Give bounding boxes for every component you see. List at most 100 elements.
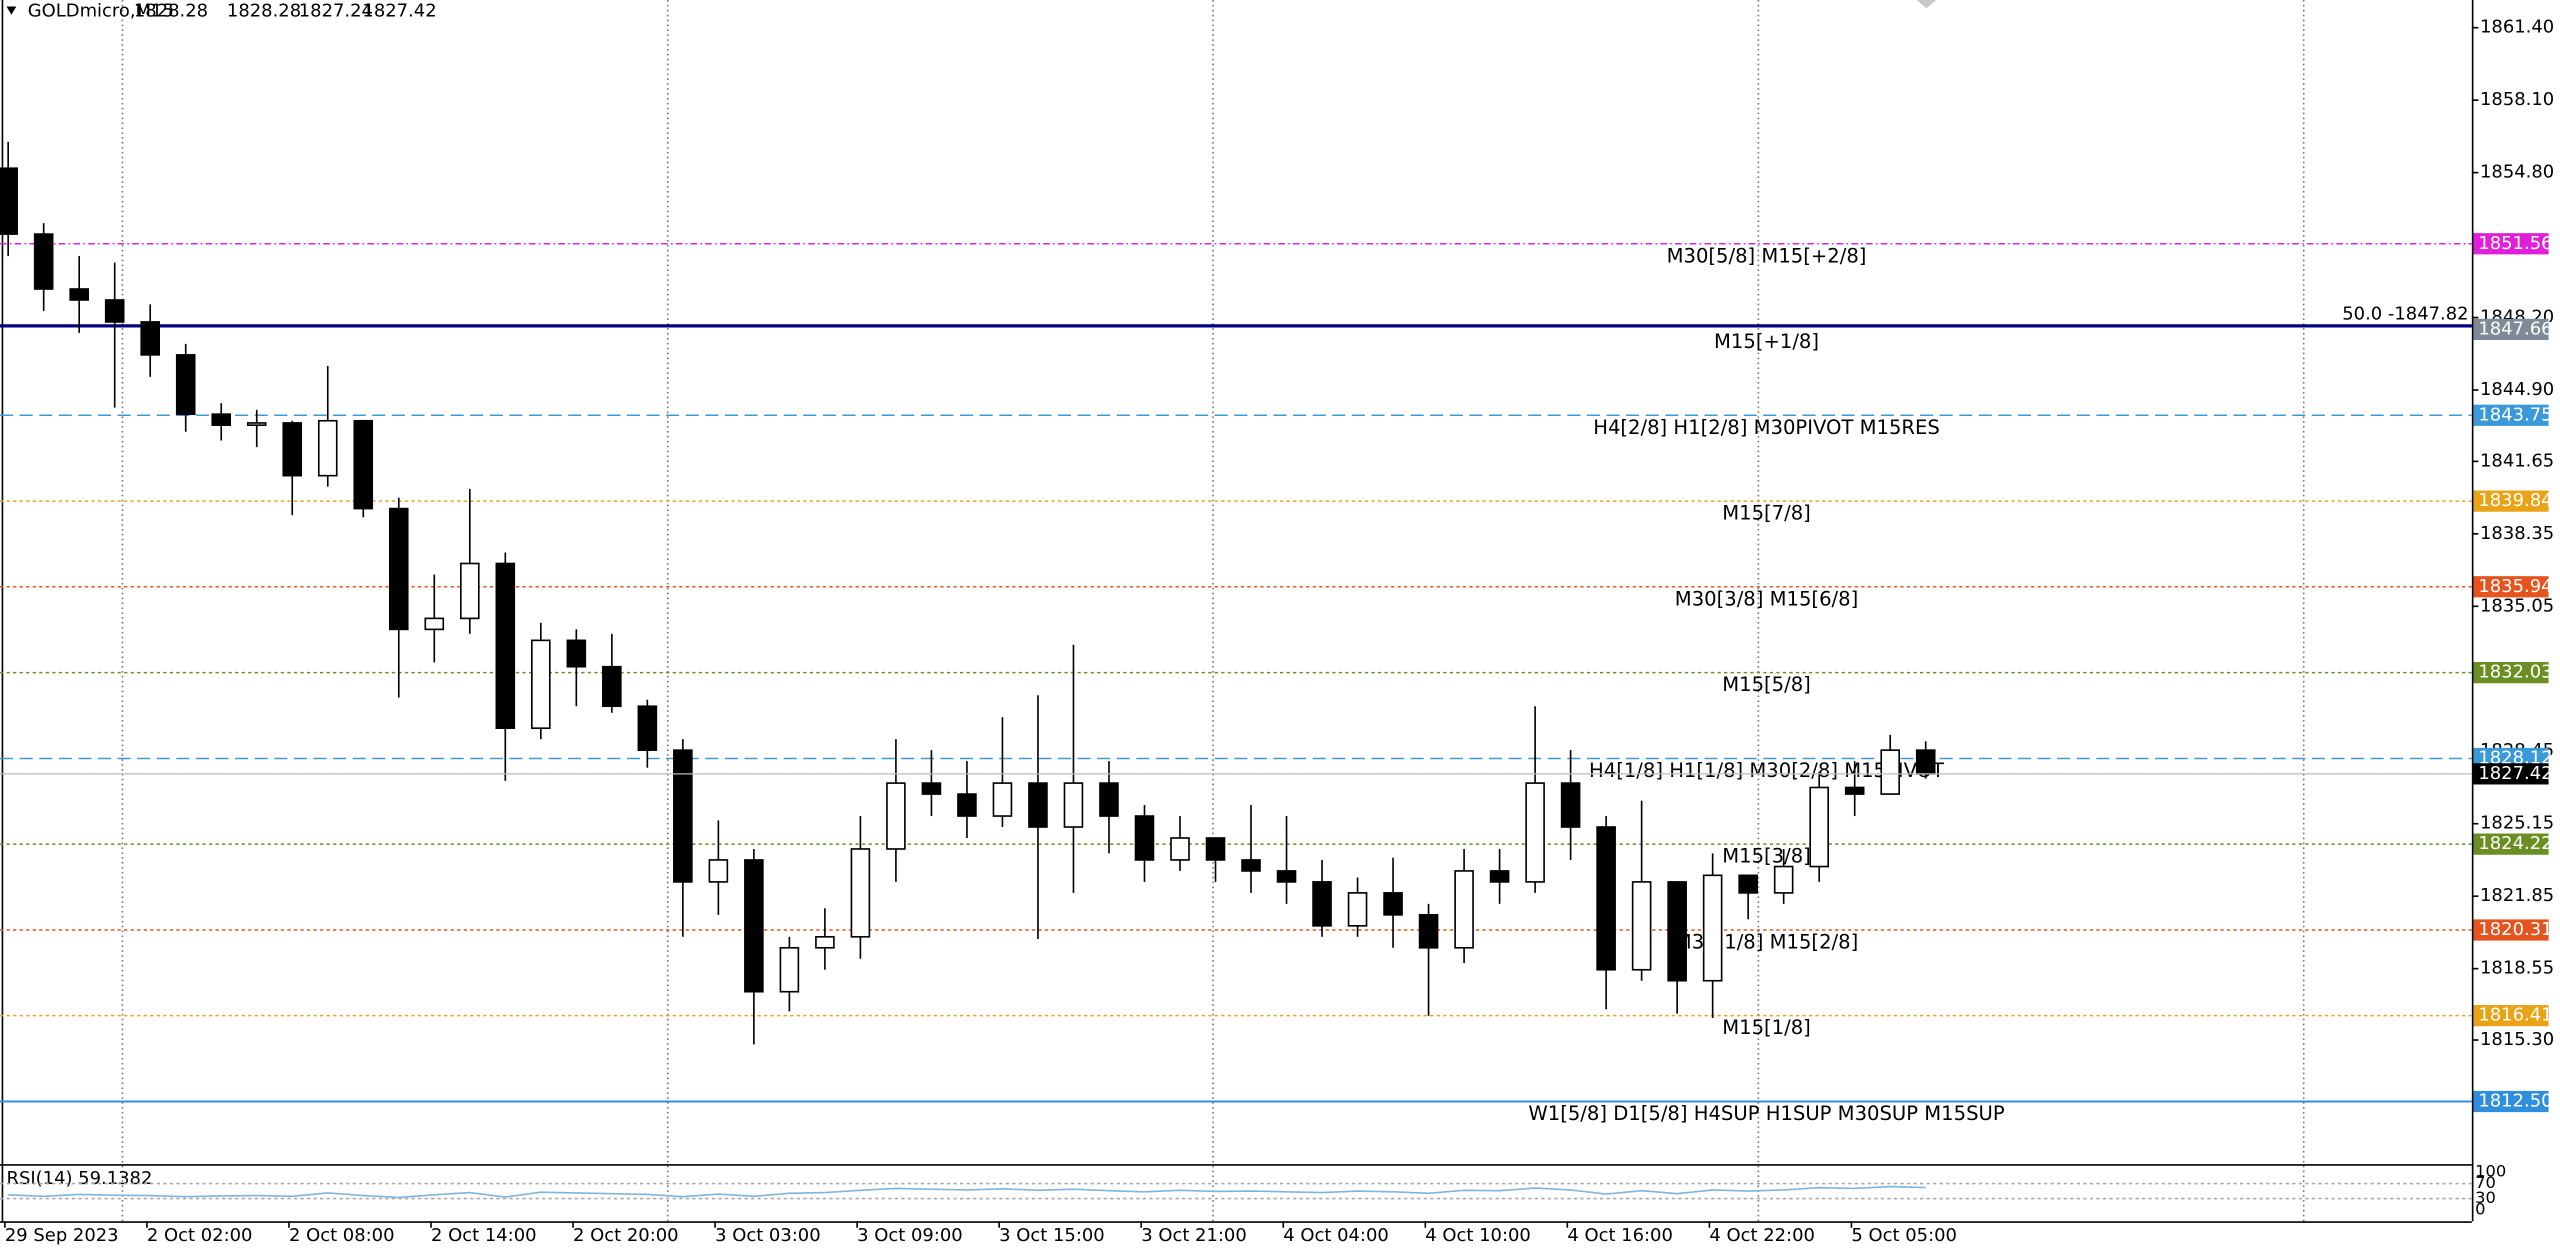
- last-close: 1827.42: [362, 0, 436, 21]
- candle-body: [1383, 892, 1403, 916]
- candle-body: [1241, 859, 1261, 872]
- x-tick-label: 4 Oct 10:00: [1425, 1225, 1531, 1246]
- candle-body: [1063, 782, 1084, 828]
- candle-body: [1702, 874, 1723, 982]
- y-tick-label: 1825.15: [2480, 813, 2554, 834]
- y-tick-label: 1838.35: [2480, 523, 2554, 544]
- candle-body: [779, 946, 800, 993]
- price-tag-label: 1835.94: [2478, 576, 2552, 597]
- x-tick-label: 5 Oct 05:00: [1851, 1225, 1957, 1246]
- price-tag-label: 1816.41: [2478, 1005, 2552, 1026]
- y-tick-label: 1854.80: [2480, 162, 2554, 183]
- candle-body: [1418, 914, 1439, 949]
- candle-body: [1454, 870, 1474, 949]
- rsi-tick-label: 70: [2475, 1173, 2496, 1192]
- price-tag: [2473, 662, 2549, 684]
- level-label: M30[3/8] M15[6/8]: [1675, 587, 1858, 610]
- candle-body: [211, 413, 232, 426]
- candle-body: [1312, 881, 1332, 927]
- candle-body: [1099, 782, 1119, 817]
- symbol-title: GOLDmicro,M15: [28, 0, 174, 21]
- x-tick-label: 2 Oct 20:00: [573, 1225, 679, 1246]
- candle-body: [1880, 749, 1900, 795]
- price-tag-label: 1839.84: [2478, 490, 2552, 511]
- candle-body: [246, 422, 267, 426]
- level-label: M30[1/8] M15[2/8]: [1675, 931, 1858, 954]
- x-tick-label: 2 Oct 02:00: [147, 1225, 253, 1246]
- candle-body: [1667, 881, 1687, 982]
- level-label: M15[7/8]: [1722, 502, 1811, 525]
- candle-body: [460, 562, 480, 620]
- candle-body: [992, 782, 1013, 817]
- current-price-label: 1827.42: [2478, 763, 2552, 784]
- x-tick-label: 4 Oct 22:00: [1709, 1225, 1815, 1246]
- price-tag: [2473, 1005, 2549, 1027]
- candle-body: [1170, 837, 1190, 861]
- price-tag-label: 1851.56: [2478, 233, 2552, 254]
- last-high: 1828.28: [227, 0, 301, 21]
- price-tag: [2473, 1090, 2549, 1113]
- candle-body: [317, 419, 338, 477]
- candle-body: [1631, 881, 1652, 971]
- candle-body: [744, 859, 764, 993]
- y-tick-label: 1835.05: [2480, 595, 2554, 616]
- level-label: M15[5/8]: [1722, 673, 1811, 696]
- candle-body: [1205, 837, 1226, 861]
- price-tag-label: 1824.22: [2478, 833, 2552, 854]
- level-label: M30[5/8] M15[+2/8]: [1667, 244, 1867, 267]
- candle-body: [673, 749, 693, 883]
- price-tag: [2473, 233, 2549, 255]
- candle-body: [637, 705, 658, 751]
- price-tag: [2473, 318, 2549, 341]
- candle-body: [424, 617, 445, 631]
- x-tick-label: 29 Sep 2023: [5, 1225, 119, 1246]
- x-tick-label: 2 Oct 14:00: [431, 1225, 537, 1246]
- candle-body: [1134, 815, 1155, 861]
- candle-body: [1276, 870, 1297, 883]
- rsi-tick-label: 100: [2475, 1162, 2506, 1181]
- price-tag: [2473, 576, 2549, 598]
- rsi-label: RSI(14) 59.1382: [7, 1168, 153, 1189]
- candle-body: [282, 422, 303, 477]
- level-label: M15[+1/8]: [1714, 330, 1819, 353]
- candle-body: [602, 665, 622, 708]
- level-label: M15[3/8]: [1722, 845, 1811, 868]
- symbol-menu-arrow[interactable]: [6, 6, 17, 15]
- scroll-marker: [1916, 0, 1937, 9]
- y-tick-label: 1861.40: [2480, 17, 2554, 38]
- candle-body: [708, 859, 729, 883]
- candle-body: [921, 782, 942, 795]
- y-tick-label: 1841.65: [2480, 450, 2554, 471]
- candle-body: [566, 639, 587, 668]
- rsi-line: [8, 1185, 1926, 1199]
- candle-body: [531, 639, 551, 730]
- x-tick-label: 2 Oct 08:00: [289, 1225, 395, 1246]
- candle-body: [353, 419, 374, 510]
- price-tag-label: 1828.12: [2478, 747, 2552, 768]
- rsi-tick-label: 0: [2475, 1199, 2485, 1218]
- x-tick-label: 3 Oct 03:00: [715, 1225, 821, 1246]
- price-tag: [2473, 919, 2549, 941]
- y-tick-label: 1818.55: [2480, 958, 2554, 979]
- candle-body: [957, 793, 977, 817]
- price-tag: [2473, 404, 2549, 426]
- candle-body: [175, 354, 196, 415]
- x-tick-label: 4 Oct 16:00: [1567, 1225, 1673, 1246]
- candle-body: [1596, 826, 1616, 971]
- level-label: W1[5/8] D1[5/8] H4SUP H1SUP M30SUP M15SU…: [1528, 1102, 2004, 1125]
- level-label: H4[2/8] H1[2/8] M30PIVOT M15RES: [1593, 416, 1940, 439]
- candle-body: [495, 562, 516, 730]
- candle-body: [1028, 782, 1048, 828]
- candle-body: [1773, 865, 1794, 894]
- candle-body: [815, 935, 835, 949]
- level-label: H4[1/8] H1[1/8] M30[2/8] M15PIVOT: [1589, 759, 1945, 782]
- candle-body: [104, 299, 125, 323]
- candle-body: [33, 233, 54, 290]
- candle-body: [1347, 892, 1368, 927]
- candle-body: [0, 167, 18, 235]
- candle-body: [388, 507, 409, 631]
- price-tag: [2473, 490, 2549, 512]
- price-tag: [2473, 833, 2549, 855]
